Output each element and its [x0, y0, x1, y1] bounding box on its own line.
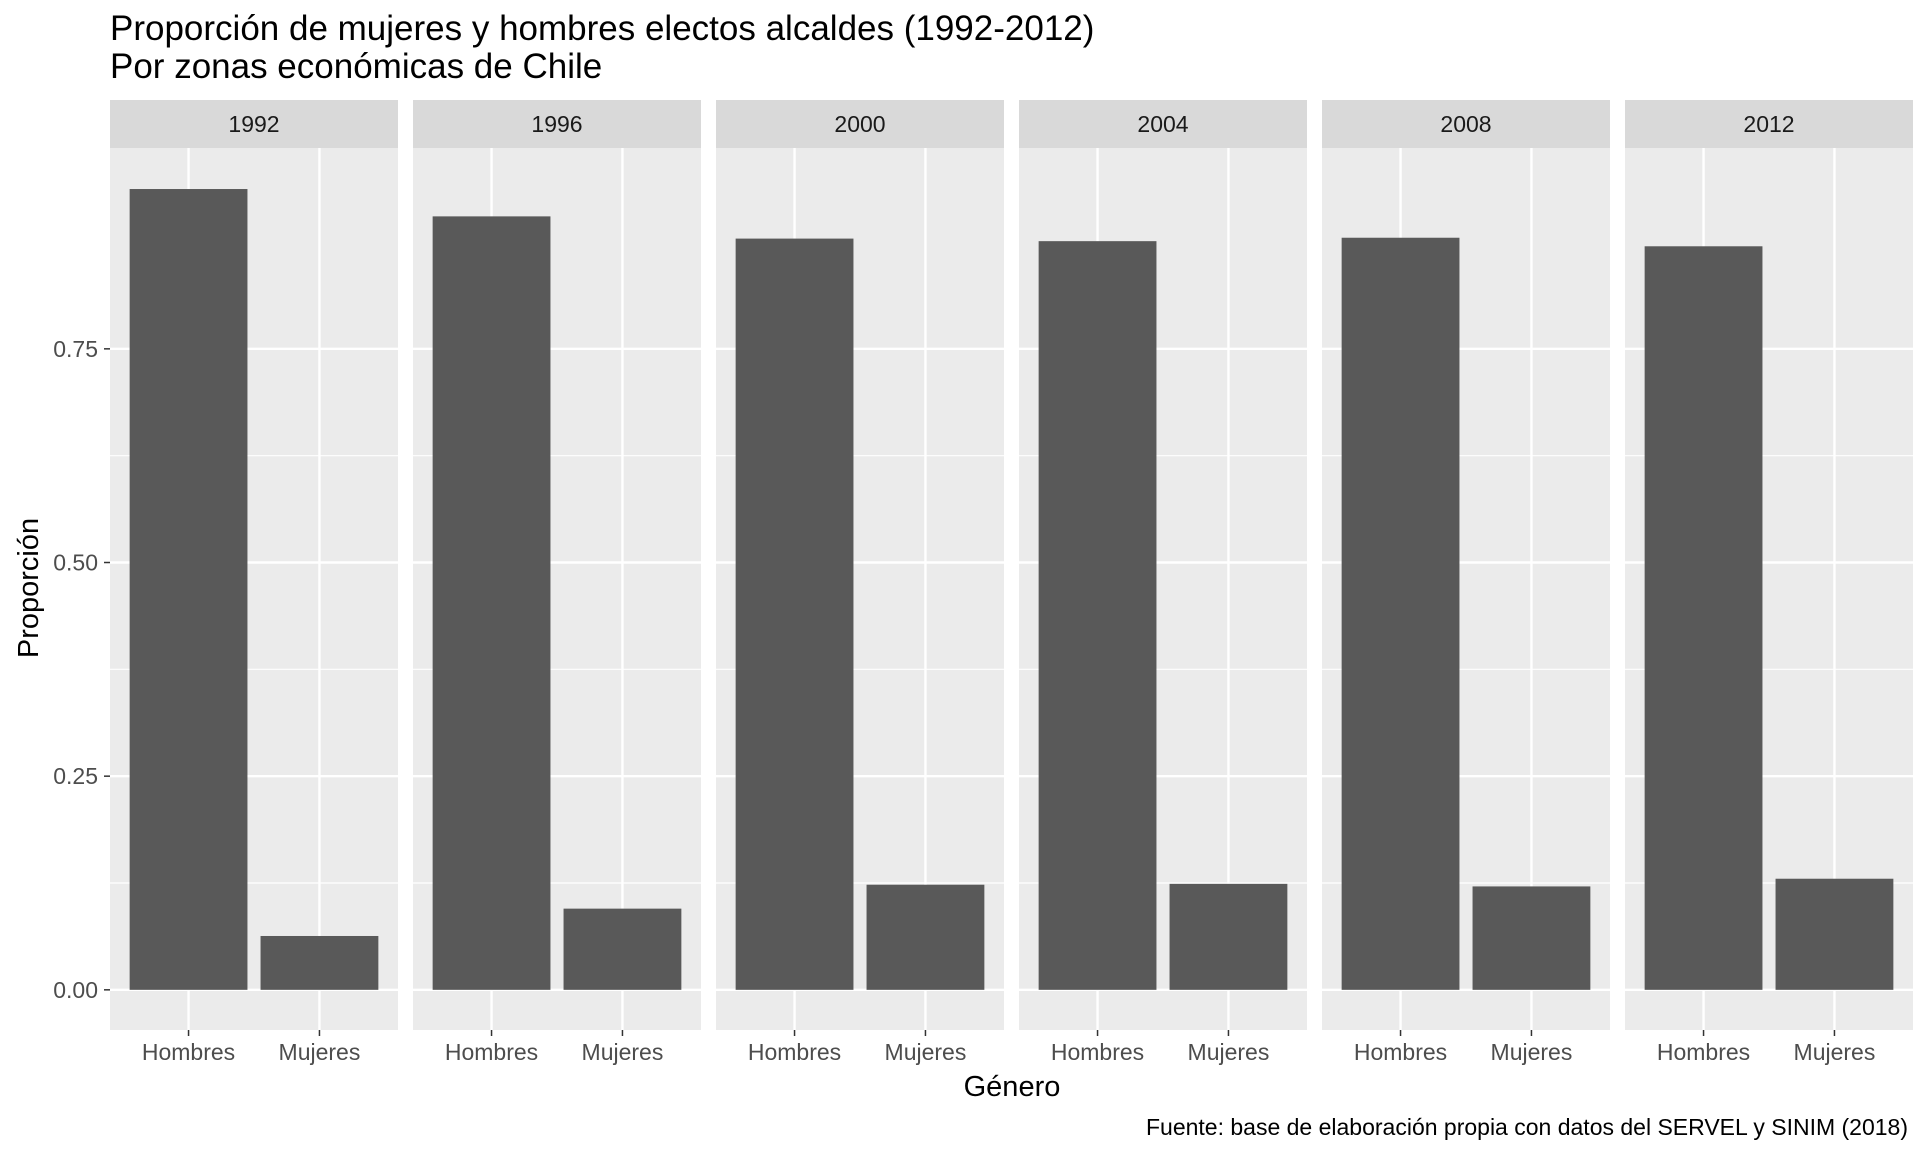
chart-subtitle: Por zonas económicas de Chile [110, 47, 602, 86]
x-tick-label: Mujeres [885, 1039, 967, 1065]
facet-strip-label: 2008 [1440, 111, 1491, 137]
bar-2004-mujeres [1169, 883, 1288, 990]
bar-2000-hombres [735, 238, 854, 990]
facet-panel-2004: 2004 Hombres Mujeres [1019, 100, 1307, 1065]
chart-caption: Fuente: base de elaboración propia con d… [1146, 1114, 1908, 1140]
y-tick-label: 0.25 [53, 763, 98, 789]
facet-strip-label: 1996 [531, 111, 582, 137]
facet-strip-label: 1992 [228, 111, 279, 137]
facet-strip [716, 100, 1004, 148]
bar-2000-mujeres [866, 884, 985, 990]
bar-1992-hombres [129, 189, 248, 990]
y-tick-label: 0.00 [53, 977, 98, 1003]
facet-strip [1322, 100, 1610, 148]
bar-1992-mujeres [260, 935, 379, 990]
chart-title: Proporción de mujeres y hombres electos … [110, 9, 1094, 48]
facet-strip [110, 100, 398, 148]
bar-2012-hombres [1644, 246, 1763, 990]
x-tick-label: Hombres [1354, 1039, 1447, 1065]
facet-panel-2012: 2012 Hombres Mujeres [1625, 100, 1913, 1065]
facet-strip [1019, 100, 1307, 148]
facet-strip [1625, 100, 1913, 148]
facet-panel-1996: 1996 Hombres Mujeres [413, 100, 701, 1065]
x-tick-label: Hombres [1051, 1039, 1144, 1065]
x-tick-label: Hombres [748, 1039, 841, 1065]
facet-strip-label: 2012 [1743, 111, 1794, 137]
bar-1996-mujeres [563, 908, 682, 990]
facet-strip-label: 2004 [1137, 111, 1188, 137]
x-tick-label: Hombres [1657, 1039, 1750, 1065]
bar-2004-hombres [1038, 241, 1157, 990]
x-tick-label: Mujeres [1491, 1039, 1573, 1065]
facet-panel-2008: 2008 Hombres Mujeres [1322, 100, 1610, 1065]
facet-panel-2000: 2000 Hombres Mujeres [716, 100, 1004, 1065]
bar-1996-hombres [432, 216, 551, 990]
bar-2008-hombres [1341, 237, 1460, 990]
x-tick-label: Mujeres [279, 1039, 361, 1065]
y-tick-label: 0.50 [53, 550, 98, 576]
bar-2012-mujeres [1775, 878, 1894, 990]
facet-strip-label: 2000 [834, 111, 885, 137]
facet-strip [413, 100, 701, 148]
x-tick-label: Hombres [445, 1039, 538, 1065]
x-tick-label: Hombres [142, 1039, 235, 1065]
y-tick-label: 0.75 [53, 336, 98, 362]
facet-panel-1992: 1992 Hombres Mujeres [110, 100, 398, 1065]
x-tick-label: Mujeres [1794, 1039, 1876, 1065]
x-tick-label: Mujeres [582, 1039, 664, 1065]
bar-2008-mujeres [1472, 886, 1591, 990]
y-axis-title: Proporción [13, 518, 45, 658]
x-axis-title: Género [964, 1071, 1061, 1103]
x-tick-label: Mujeres [1188, 1039, 1270, 1065]
y-axis: 0.00 0.25 0.50 0.75 [53, 336, 110, 1003]
